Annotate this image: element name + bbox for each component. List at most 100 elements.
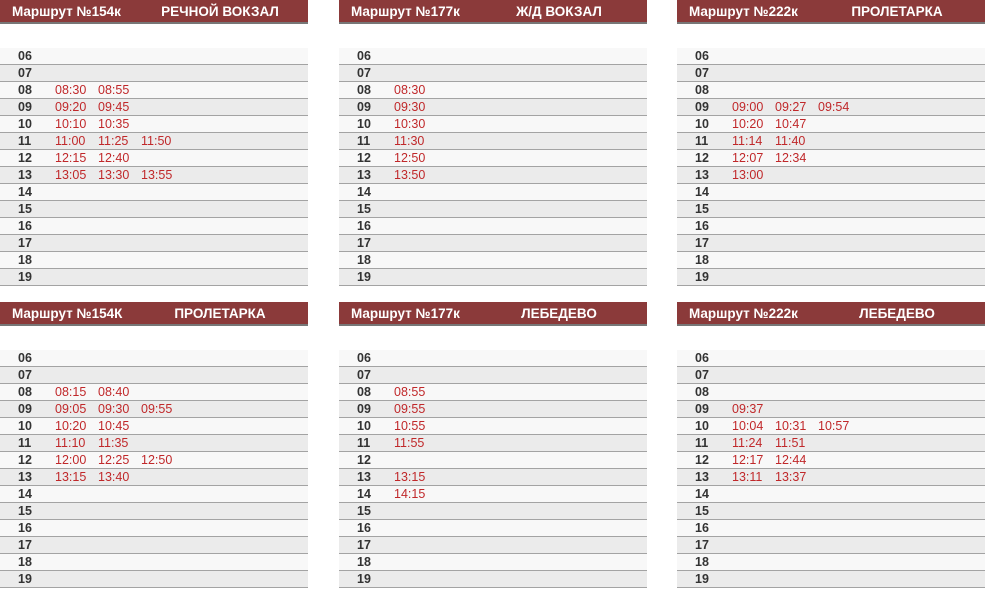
hour-row: 11 11:24 11:51 — [677, 435, 985, 452]
departure-time: 09:00 — [732, 100, 764, 114]
departure-time: 09:30 — [98, 402, 130, 416]
hour-label: 14 — [695, 185, 709, 199]
hour-row: 10 10:10 10:35 — [0, 116, 308, 133]
departure-time: 09:45 — [98, 100, 130, 114]
departure-time: 13:40 — [98, 470, 130, 484]
hour-row: 13 13:15 — [339, 469, 647, 486]
hour-row: 14 14:15 — [339, 486, 647, 503]
hour-row: 11 11:10 11:35 — [0, 435, 308, 452]
hour-label: 09 — [18, 402, 32, 416]
hour-row: 19 — [0, 571, 308, 588]
departure-time: 11:55 — [394, 436, 425, 450]
hour-label: 10 — [18, 117, 32, 131]
hour-label: 17 — [357, 236, 371, 250]
hour-row: 16 — [677, 218, 985, 235]
hour-row: 12 12:17 12:44 — [677, 452, 985, 469]
departure-time: 12:15 — [55, 151, 87, 165]
hour-row: 08 — [677, 82, 985, 99]
departure-time: 12:40 — [98, 151, 130, 165]
route-number: Маршрут №177к — [351, 4, 460, 19]
departure-time: 09:27 — [775, 100, 807, 114]
departure-time: 11:25 — [98, 134, 129, 148]
hour-label: 16 — [18, 521, 32, 535]
hour-label: 12 — [18, 151, 32, 165]
hour-label: 13 — [695, 168, 709, 182]
hour-row: 14 — [0, 486, 308, 503]
hour-label: 19 — [18, 270, 32, 284]
hour-row: 10 10:30 — [339, 116, 647, 133]
hour-row: 19 — [677, 571, 985, 588]
departure-time: 09:05 — [55, 402, 87, 416]
hour-label: 09 — [695, 100, 709, 114]
hour-row: 08 08:30 08:55 — [0, 82, 308, 99]
hour-row: 07 — [0, 65, 308, 82]
departure-time: 10:55 — [394, 419, 426, 433]
hour-row: 10 10:55 — [339, 418, 647, 435]
departure-time: 11:51 — [775, 436, 806, 450]
hour-row: 08 — [677, 384, 985, 401]
departure-time: 08:40 — [98, 385, 130, 399]
hour-label: 07 — [357, 66, 371, 80]
route-timetable: Маршрут №177к Ж/Д ВОКЗАЛ 06 07 08 08:30 09 09:… — [339, 0, 647, 286]
departure-time: 13:11 — [732, 470, 763, 484]
destination: ПРОЛЕТАРКА — [851, 4, 943, 19]
hour-row: 07 — [0, 367, 308, 384]
hour-label: 10 — [695, 419, 709, 433]
departure-time: 10:47 — [775, 117, 807, 131]
hour-row: 11 11:14 11:40 — [677, 133, 985, 150]
hour-rows: 06 07 08 08:30 09 09:30 10 10:30 11 11:30 12 12:50 1… — [339, 48, 647, 286]
hour-row: 11 11:30 — [339, 133, 647, 150]
hour-row: 15 — [0, 503, 308, 520]
hour-row: 07 — [677, 65, 985, 82]
hour-row: 15 — [0, 201, 308, 218]
destination: РЕЧНОЙ ВОКЗАЛ — [161, 4, 279, 19]
destination: ЛЕБЕДЕВО — [521, 306, 597, 321]
hour-label: 07 — [18, 368, 32, 382]
hour-row: 17 — [339, 235, 647, 252]
departure-time: 11:10 — [55, 436, 86, 450]
hour-label: 18 — [357, 555, 371, 569]
hour-label: 07 — [695, 66, 709, 80]
route-number: Маршрут №222к — [689, 306, 798, 321]
hour-label: 18 — [357, 253, 371, 267]
hour-label: 10 — [18, 419, 32, 433]
departure-time: 12:50 — [394, 151, 426, 165]
hour-row: 06 — [339, 350, 647, 367]
hour-row: 12 12:50 — [339, 150, 647, 167]
hour-label: 15 — [18, 202, 32, 216]
departure-time: 10:45 — [98, 419, 130, 433]
hour-label: 14 — [18, 185, 32, 199]
hour-row: 09 09:00 09:27 09:54 — [677, 99, 985, 116]
hour-row: 09 09:05 09:30 09:55 — [0, 401, 308, 418]
departure-time: 11:40 — [775, 134, 806, 148]
hour-row: 16 — [339, 520, 647, 537]
hour-label: 08 — [18, 83, 32, 97]
hour-label: 11 — [18, 436, 32, 450]
hour-label: 16 — [357, 219, 371, 233]
route-timetable: Маршрут №154К ПРОЛЕТАРКА 06 07 08 08:15 08:40… — [0, 302, 308, 588]
departure-time: 11:00 — [55, 134, 86, 148]
hour-label: 19 — [18, 572, 32, 586]
route-number: Маршрут №154К — [12, 306, 123, 321]
hour-label: 18 — [695, 555, 709, 569]
hour-row: 09 09:30 — [339, 99, 647, 116]
hour-label: 15 — [357, 504, 371, 518]
hour-label: 15 — [695, 202, 709, 216]
departure-time: 14:15 — [394, 487, 426, 501]
hour-label: 06 — [357, 351, 371, 365]
hour-rows: 06 07 08 09 09:37 10 10:04 10:31 10:57 11 11:24 11:… — [677, 350, 985, 588]
hour-row: 18 — [0, 252, 308, 269]
hour-label: 06 — [695, 351, 709, 365]
departure-time: 08:30 — [55, 83, 87, 97]
hour-label: 06 — [18, 49, 32, 63]
hour-label: 11 — [357, 134, 371, 148]
hour-row: 17 — [0, 235, 308, 252]
departure-time: 12:07 — [732, 151, 764, 165]
departure-time: 11:50 — [141, 134, 172, 148]
hour-label: 16 — [18, 219, 32, 233]
hour-label: 06 — [18, 351, 32, 365]
hour-row: 18 — [339, 252, 647, 269]
departure-time: 10:30 — [394, 117, 426, 131]
hour-row: 19 — [339, 571, 647, 588]
hour-label: 09 — [357, 100, 371, 114]
